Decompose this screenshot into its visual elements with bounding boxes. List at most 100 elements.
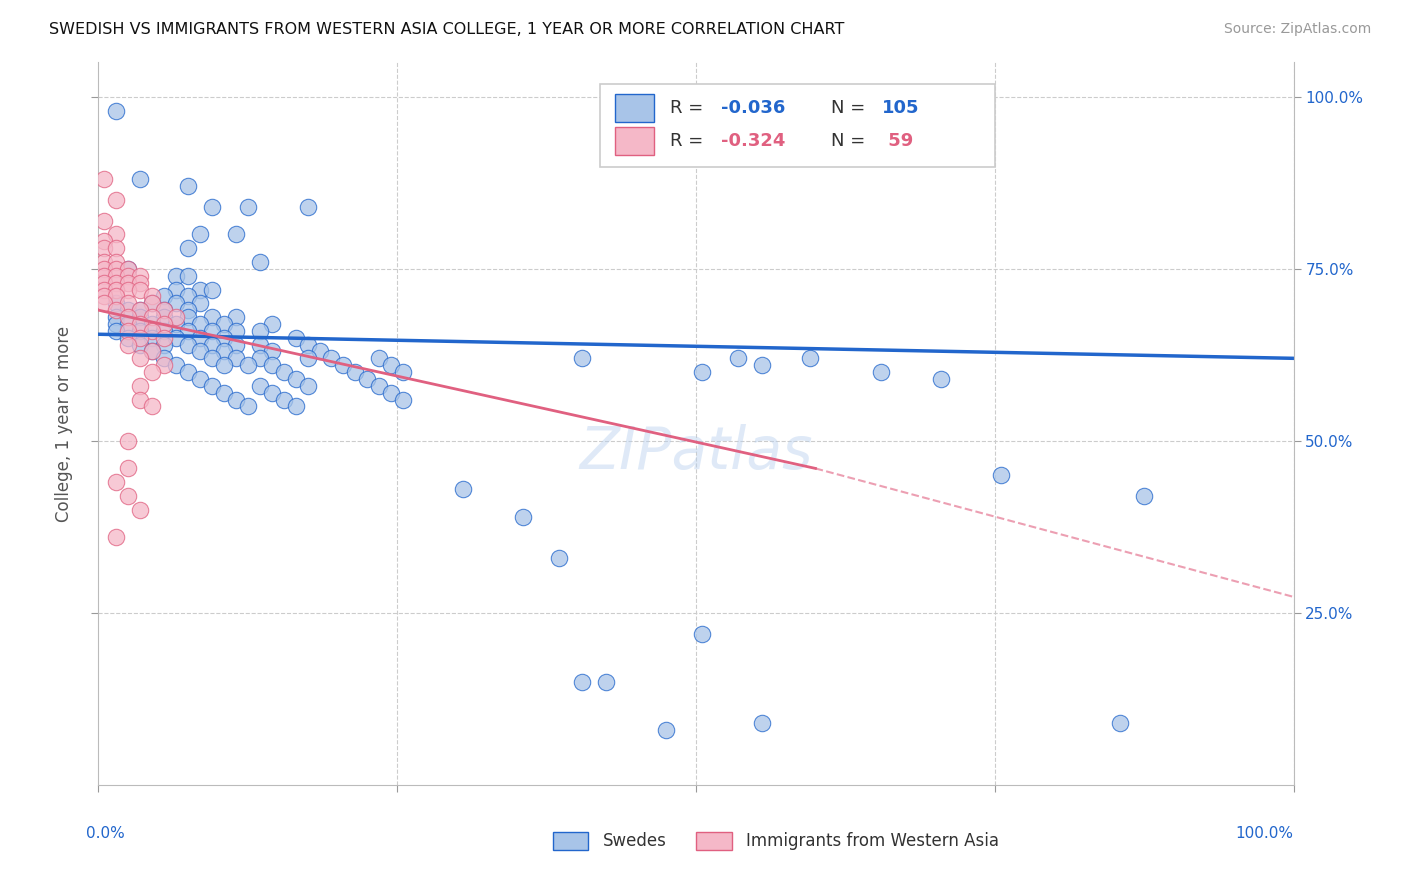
Point	[297, 200, 319, 214]
Point	[751, 716, 773, 731]
Text: N =: N =	[831, 99, 870, 117]
Point	[93, 296, 115, 310]
Point	[165, 268, 187, 283]
Point	[188, 227, 211, 242]
Point	[129, 303, 152, 318]
Point	[201, 283, 224, 297]
Point	[595, 674, 617, 689]
Point	[93, 235, 115, 249]
Point	[177, 365, 200, 379]
Point	[105, 193, 128, 207]
Point	[308, 344, 330, 359]
Point	[105, 103, 128, 118]
Text: 100.0%: 100.0%	[1236, 826, 1294, 841]
Text: 0.0%: 0.0%	[87, 826, 125, 841]
Point	[153, 317, 176, 331]
FancyBboxPatch shape	[614, 95, 654, 121]
Point	[117, 331, 139, 345]
Point	[105, 283, 128, 297]
FancyBboxPatch shape	[696, 832, 733, 850]
Point	[1109, 716, 1132, 731]
Point	[249, 337, 271, 351]
Point	[117, 261, 139, 276]
Point	[93, 268, 115, 283]
Point	[201, 200, 224, 214]
Point	[201, 324, 224, 338]
Point	[201, 337, 224, 351]
Point	[105, 241, 128, 255]
Point	[201, 379, 224, 393]
Point	[129, 303, 152, 318]
Point	[177, 179, 200, 194]
Text: Source: ZipAtlas.com: Source: ZipAtlas.com	[1223, 22, 1371, 37]
Point	[225, 392, 247, 407]
Point	[297, 379, 319, 393]
Point	[236, 200, 259, 214]
Point	[297, 351, 319, 366]
Point	[212, 344, 235, 359]
Point	[392, 365, 415, 379]
Point	[260, 344, 283, 359]
Point	[153, 351, 176, 366]
Point	[141, 331, 163, 345]
Text: N =: N =	[831, 132, 870, 150]
Point	[153, 324, 176, 338]
Point	[117, 317, 139, 331]
Point	[260, 385, 283, 400]
Text: 59: 59	[883, 132, 914, 150]
Point	[105, 310, 128, 324]
Point	[571, 674, 593, 689]
Y-axis label: College, 1 year or more: College, 1 year or more	[55, 326, 73, 522]
Point	[129, 268, 152, 283]
Point	[321, 351, 343, 366]
Point	[571, 351, 593, 366]
Point	[284, 400, 307, 414]
Point	[129, 502, 152, 516]
Point	[141, 310, 163, 324]
Point	[93, 241, 115, 255]
Point	[117, 261, 139, 276]
Point	[93, 283, 115, 297]
Point	[201, 310, 224, 324]
Point	[117, 296, 139, 310]
Point	[451, 482, 474, 496]
Point	[105, 317, 128, 331]
Point	[225, 227, 247, 242]
Point	[368, 379, 391, 393]
Point	[1133, 489, 1156, 503]
Point	[129, 324, 152, 338]
Point	[129, 310, 152, 324]
Point	[105, 530, 128, 544]
Point	[105, 296, 128, 310]
Point	[380, 358, 402, 372]
Point	[93, 255, 115, 269]
Point	[129, 337, 152, 351]
Text: 105: 105	[883, 99, 920, 117]
Point	[870, 365, 893, 379]
Text: R =: R =	[669, 132, 709, 150]
Point	[188, 372, 211, 386]
Point	[141, 296, 163, 310]
Point	[177, 268, 200, 283]
Point	[212, 385, 235, 400]
Point	[165, 358, 187, 372]
Point	[93, 261, 115, 276]
Point	[141, 317, 163, 331]
Point	[655, 723, 678, 737]
Point	[380, 385, 402, 400]
Point	[260, 317, 283, 331]
Point	[392, 392, 415, 407]
Point	[105, 227, 128, 242]
Point	[284, 372, 307, 386]
Point	[751, 358, 773, 372]
Point	[117, 283, 139, 297]
Point	[225, 351, 247, 366]
Text: Swedes: Swedes	[603, 832, 666, 850]
Point	[212, 331, 235, 345]
Text: R =: R =	[669, 99, 709, 117]
Point	[105, 261, 128, 276]
Point	[129, 392, 152, 407]
Point	[547, 550, 569, 565]
Point	[153, 310, 176, 324]
Point	[117, 434, 139, 448]
